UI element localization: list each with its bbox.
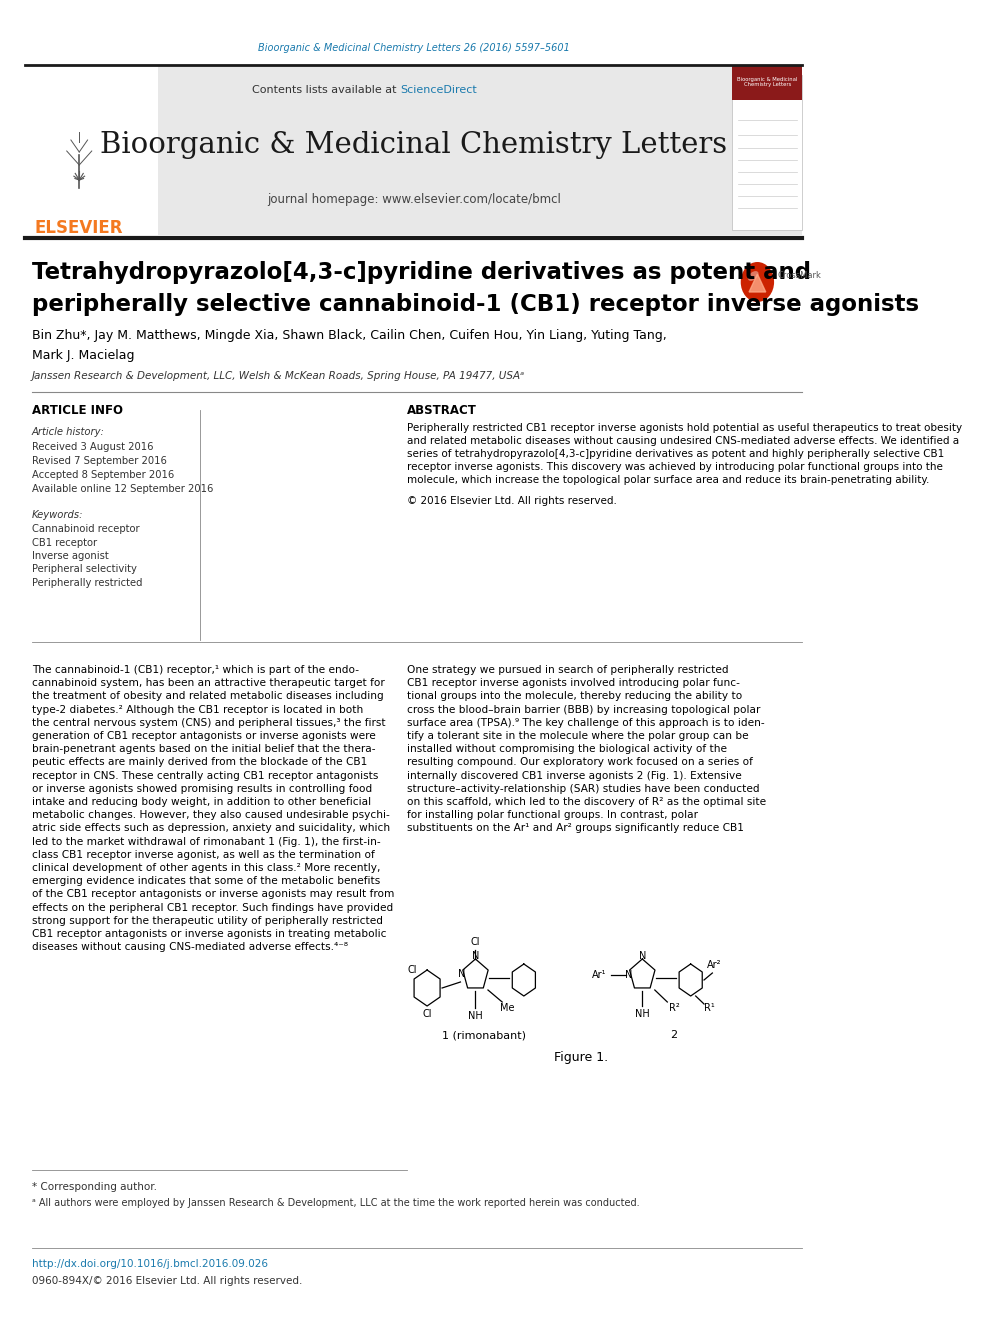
Text: Me: Me: [500, 1003, 515, 1013]
Text: metabolic changes. However, they also caused undesirable psychi-: metabolic changes. However, they also ca…: [32, 810, 390, 820]
Text: Bin Zhu*, Jay M. Matthews, Mingde Xia, Shawn Black, Cailin Chen, Cuifen Hou, Yin: Bin Zhu*, Jay M. Matthews, Mingde Xia, S…: [32, 329, 667, 343]
Text: One strategy we pursued in search of peripherally restricted: One strategy we pursued in search of per…: [407, 665, 729, 675]
Text: N: N: [458, 968, 466, 979]
Text: R²: R²: [669, 1003, 680, 1013]
Text: CB1 receptor inverse agonists involved introducing polar func-: CB1 receptor inverse agonists involved i…: [407, 679, 740, 688]
Text: generation of CB1 receptor antagonists or inverse agonists were: generation of CB1 receptor antagonists o…: [32, 732, 375, 741]
Bar: [25, 65, 159, 235]
Text: Ar¹: Ar¹: [591, 970, 606, 980]
Text: Cl: Cl: [408, 964, 417, 975]
Polygon shape: [749, 274, 766, 292]
Text: Revised 7 September 2016: Revised 7 September 2016: [32, 456, 167, 466]
Text: ScienceDirect: ScienceDirect: [401, 85, 477, 95]
Text: Article history:: Article history:: [32, 427, 104, 437]
Text: © 2016 Elsevier Ltd. All rights reserved.: © 2016 Elsevier Ltd. All rights reserved…: [407, 496, 617, 505]
Ellipse shape: [748, 271, 759, 280]
Text: http://dx.doi.org/10.1016/j.bmcl.2016.09.026: http://dx.doi.org/10.1016/j.bmcl.2016.09…: [32, 1259, 268, 1269]
Text: CrossMark: CrossMark: [778, 271, 821, 280]
Text: Janssen Research & Development, LLC, Welsh & McKean Roads, Spring House, PA 1947: Janssen Research & Development, LLC, Wel…: [32, 370, 525, 381]
Text: emerging evidence indicates that some of the metabolic benefits: emerging evidence indicates that some of…: [32, 876, 380, 886]
Text: Keywords:: Keywords:: [32, 509, 83, 520]
Text: ABSTRACT: ABSTRACT: [407, 404, 477, 417]
Text: of the CB1 receptor antagonists or inverse agonists may result from: of the CB1 receptor antagonists or inver…: [32, 889, 394, 900]
Text: peutic effects are mainly derived from the blockade of the CB1: peutic effects are mainly derived from t…: [32, 757, 367, 767]
Text: cross the blood–brain barrier (BBB) by increasing topological polar: cross the blood–brain barrier (BBB) by i…: [407, 705, 761, 714]
Text: installed without compromising the biological activity of the: installed without compromising the biolo…: [407, 745, 727, 754]
Text: Peripheral selectivity: Peripheral selectivity: [32, 565, 137, 574]
Text: cannabinoid system, has been an attractive therapeutic target for: cannabinoid system, has been an attracti…: [32, 679, 385, 688]
Text: Bioorganic & Medicinal
Chemistry Letters: Bioorganic & Medicinal Chemistry Letters: [737, 77, 798, 87]
Text: Peripherally restricted CB1 receptor inverse agonists hold potential as useful t: Peripherally restricted CB1 receptor inv…: [407, 423, 962, 433]
Text: N: N: [472, 951, 479, 960]
Text: peripherally selective cannabinoid-1 (CB1) receptor inverse agonists: peripherally selective cannabinoid-1 (CB…: [32, 294, 919, 316]
Text: ELSEVIER: ELSEVIER: [35, 220, 123, 237]
Bar: [732, 75, 803, 230]
Text: R¹: R¹: [703, 1003, 714, 1013]
Text: NH: NH: [468, 1011, 483, 1021]
Text: surface area (TPSA).⁹ The key challenge of this approach is to iden-: surface area (TPSA).⁹ The key challenge …: [407, 718, 765, 728]
Text: brain-penetrant agents based on the initial belief that the thera-: brain-penetrant agents based on the init…: [32, 745, 375, 754]
Text: molecule, which increase the topological polar surface area and reduce its brain: molecule, which increase the topological…: [407, 475, 930, 486]
Text: Mark J. Macielag: Mark J. Macielag: [32, 348, 134, 361]
Text: NH: NH: [635, 1009, 650, 1019]
Text: Tetrahydropyrazolo[4,3-c]pyridine derivatives as potent and: Tetrahydropyrazolo[4,3-c]pyridine deriva…: [32, 261, 810, 283]
Bar: [732, 65, 803, 101]
Text: * Corresponding author.: * Corresponding author.: [32, 1181, 157, 1192]
Text: CB1 receptor antagonists or inverse agonists in treating metabolic: CB1 receptor antagonists or inverse agon…: [32, 929, 386, 939]
Text: Accepted 8 September 2016: Accepted 8 September 2016: [32, 470, 174, 480]
Text: Available online 12 September 2016: Available online 12 September 2016: [32, 484, 213, 493]
Text: Bioorganic & Medicinal Chemistry Letters 26 (2016) 5597–5601: Bioorganic & Medicinal Chemistry Letters…: [258, 44, 569, 53]
Text: CB1 receptor: CB1 receptor: [32, 537, 97, 548]
Text: led to the market withdrawal of rimonabant 1 (Fig. 1), the first-in-: led to the market withdrawal of rimonaba…: [32, 836, 380, 847]
Text: series of tetrahydropyrazolo[4,3-c]pyridine derivatives as potent and highly per: series of tetrahydropyrazolo[4,3-c]pyrid…: [407, 448, 944, 459]
Text: tional groups into the molecule, thereby reducing the ability to: tional groups into the molecule, thereby…: [407, 692, 742, 701]
Text: Inverse agonist: Inverse agonist: [32, 550, 108, 561]
Text: receptor in CNS. These centrally acting CB1 receptor antagonists: receptor in CNS. These centrally acting …: [32, 770, 378, 781]
Text: Peripherally restricted: Peripherally restricted: [32, 578, 142, 587]
Text: tify a tolerant site in the molecule where the polar group can be: tify a tolerant site in the molecule whe…: [407, 732, 749, 741]
Text: or inverse agonists showed promising results in controlling food: or inverse agonists showed promising res…: [32, 783, 372, 794]
Text: intake and reducing body weight, in addition to other beneficial: intake and reducing body weight, in addi…: [32, 796, 371, 807]
Text: on this scaffold, which led to the discovery of R² as the optimal site: on this scaffold, which led to the disco…: [407, 796, 766, 807]
Text: Cannabinoid receptor: Cannabinoid receptor: [32, 524, 139, 534]
Text: diseases without causing CNS-mediated adverse effects.⁴⁻⁸: diseases without causing CNS-mediated ad…: [32, 942, 348, 953]
Text: and related metabolic diseases without causing undesired CNS-mediated adverse ef: and related metabolic diseases without c…: [407, 437, 959, 446]
Text: strong support for the therapeutic utility of peripherally restricted: strong support for the therapeutic utili…: [32, 916, 383, 926]
Text: internally discovered CB1 inverse agonists 2 (Fig. 1). Extensive: internally discovered CB1 inverse agonis…: [407, 770, 742, 781]
Text: atric side effects such as depression, anxiety and suicidality, which: atric side effects such as depression, a…: [32, 823, 390, 833]
Text: the treatment of obesity and related metabolic diseases including: the treatment of obesity and related met…: [32, 692, 384, 701]
Text: Bioorganic & Medicinal Chemistry Letters: Bioorganic & Medicinal Chemistry Letters: [100, 131, 727, 159]
Text: substituents on the Ar¹ and Ar² groups significantly reduce CB1: substituents on the Ar¹ and Ar² groups s…: [407, 823, 744, 833]
Bar: [25, 65, 803, 235]
Text: journal homepage: www.elsevier.com/locate/bmcl: journal homepage: www.elsevier.com/locat…: [267, 193, 560, 206]
Text: N: N: [639, 951, 646, 960]
Text: The cannabinoid-1 (CB1) receptor,¹ which is part of the endo-: The cannabinoid-1 (CB1) receptor,¹ which…: [32, 665, 359, 675]
Text: 0960-894X/© 2016 Elsevier Ltd. All rights reserved.: 0960-894X/© 2016 Elsevier Ltd. All right…: [32, 1275, 303, 1286]
Text: the central nervous system (CNS) and peripheral tissues,³ the first: the central nervous system (CNS) and per…: [32, 718, 385, 728]
Text: structure–activity-relationship (SAR) studies have been conducted: structure–activity-relationship (SAR) st…: [407, 783, 760, 794]
Text: Figure 1.: Figure 1.: [554, 1052, 608, 1065]
Text: class CB1 receptor inverse agonist, as well as the termination of: class CB1 receptor inverse agonist, as w…: [32, 849, 374, 860]
Text: Ar²: Ar²: [706, 960, 721, 970]
Text: ARTICLE INFO: ARTICLE INFO: [32, 404, 123, 417]
Text: effects on the peripheral CB1 receptor. Such findings have provided: effects on the peripheral CB1 receptor. …: [32, 902, 393, 913]
Text: ᵃ All authors were employed by Janssen Research & Development, LLC at the time t: ᵃ All authors were employed by Janssen R…: [32, 1199, 639, 1208]
Text: Received 3 August 2016: Received 3 August 2016: [32, 442, 153, 452]
Text: 2: 2: [671, 1031, 678, 1040]
Text: Cl: Cl: [471, 937, 480, 947]
Text: Cl: Cl: [423, 1009, 432, 1019]
Text: for installing polar functional groups. In contrast, polar: for installing polar functional groups. …: [407, 810, 698, 820]
Text: resulting compound. Our exploratory work focused on a series of: resulting compound. Our exploratory work…: [407, 757, 753, 767]
Circle shape: [741, 262, 774, 302]
Text: type-2 diabetes.² Although the CB1 receptor is located in both: type-2 diabetes.² Although the CB1 recep…: [32, 705, 363, 714]
Text: clinical development of other agents in this class.² More recently,: clinical development of other agents in …: [32, 863, 380, 873]
Text: 1 (rimonabant): 1 (rimonabant): [441, 1031, 526, 1040]
Text: N: N: [625, 970, 633, 980]
Text: Contents lists available at: Contents lists available at: [252, 85, 401, 95]
Text: receptor inverse agonists. This discovery was achieved by introducing polar func: receptor inverse agonists. This discover…: [407, 462, 943, 472]
